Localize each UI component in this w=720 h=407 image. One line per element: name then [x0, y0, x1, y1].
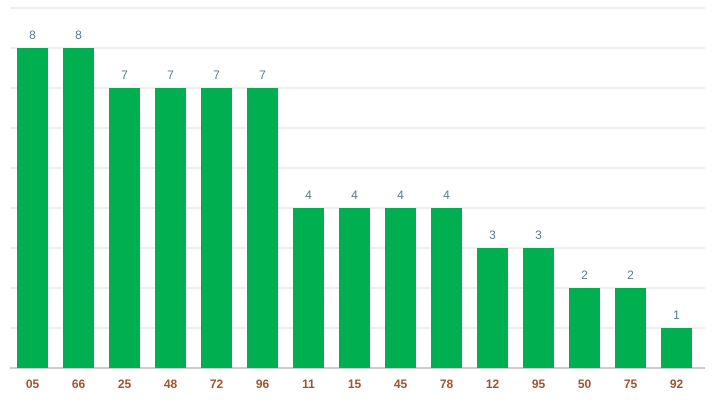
value-label: 4: [351, 188, 358, 202]
bar: [431, 208, 462, 368]
x-tick-label: 25: [118, 377, 132, 391]
value-label: 2: [581, 268, 588, 282]
bar: [385, 208, 416, 368]
x-tick-label: 48: [164, 377, 178, 391]
x-tick-label: 95: [532, 377, 546, 391]
value-label: 8: [29, 28, 36, 42]
bar: [339, 208, 370, 368]
value-label: 7: [259, 68, 266, 82]
x-tick-label: 50: [578, 377, 592, 391]
bar: [109, 88, 140, 368]
bar: [247, 88, 278, 368]
bar: [615, 288, 646, 368]
x-tick-label: 11: [302, 377, 315, 391]
bar: [201, 88, 232, 368]
value-label: 7: [213, 68, 220, 82]
x-tick-label: 78: [440, 377, 454, 391]
value-label: 7: [121, 68, 128, 82]
value-label: 3: [535, 228, 542, 242]
bar: [477, 248, 508, 368]
x-tick-label: 96: [256, 377, 270, 391]
bar: [523, 248, 554, 368]
value-label: 8: [75, 28, 82, 42]
value-label: 3: [489, 228, 496, 242]
x-tick-label: 05: [26, 377, 40, 391]
value-label: 4: [305, 188, 312, 202]
value-label: 7: [167, 68, 174, 82]
bar: [155, 88, 186, 368]
value-label: 1: [673, 308, 680, 322]
x-tick-label: 15: [348, 377, 362, 391]
value-label: 2: [627, 268, 634, 282]
x-tick-label: 12: [486, 377, 500, 391]
x-tick-label: 92: [670, 377, 684, 391]
bar: [569, 288, 600, 368]
x-tick-label: 45: [394, 377, 408, 391]
bar: [293, 208, 324, 368]
bar: [661, 328, 692, 368]
x-tick-label: 66: [72, 377, 86, 391]
x-tick-label: 72: [210, 377, 224, 391]
value-label: 4: [443, 188, 450, 202]
bar: [17, 48, 48, 368]
value-label: 4: [397, 188, 404, 202]
x-tick-label: 75: [624, 377, 638, 391]
bar: [63, 48, 94, 368]
